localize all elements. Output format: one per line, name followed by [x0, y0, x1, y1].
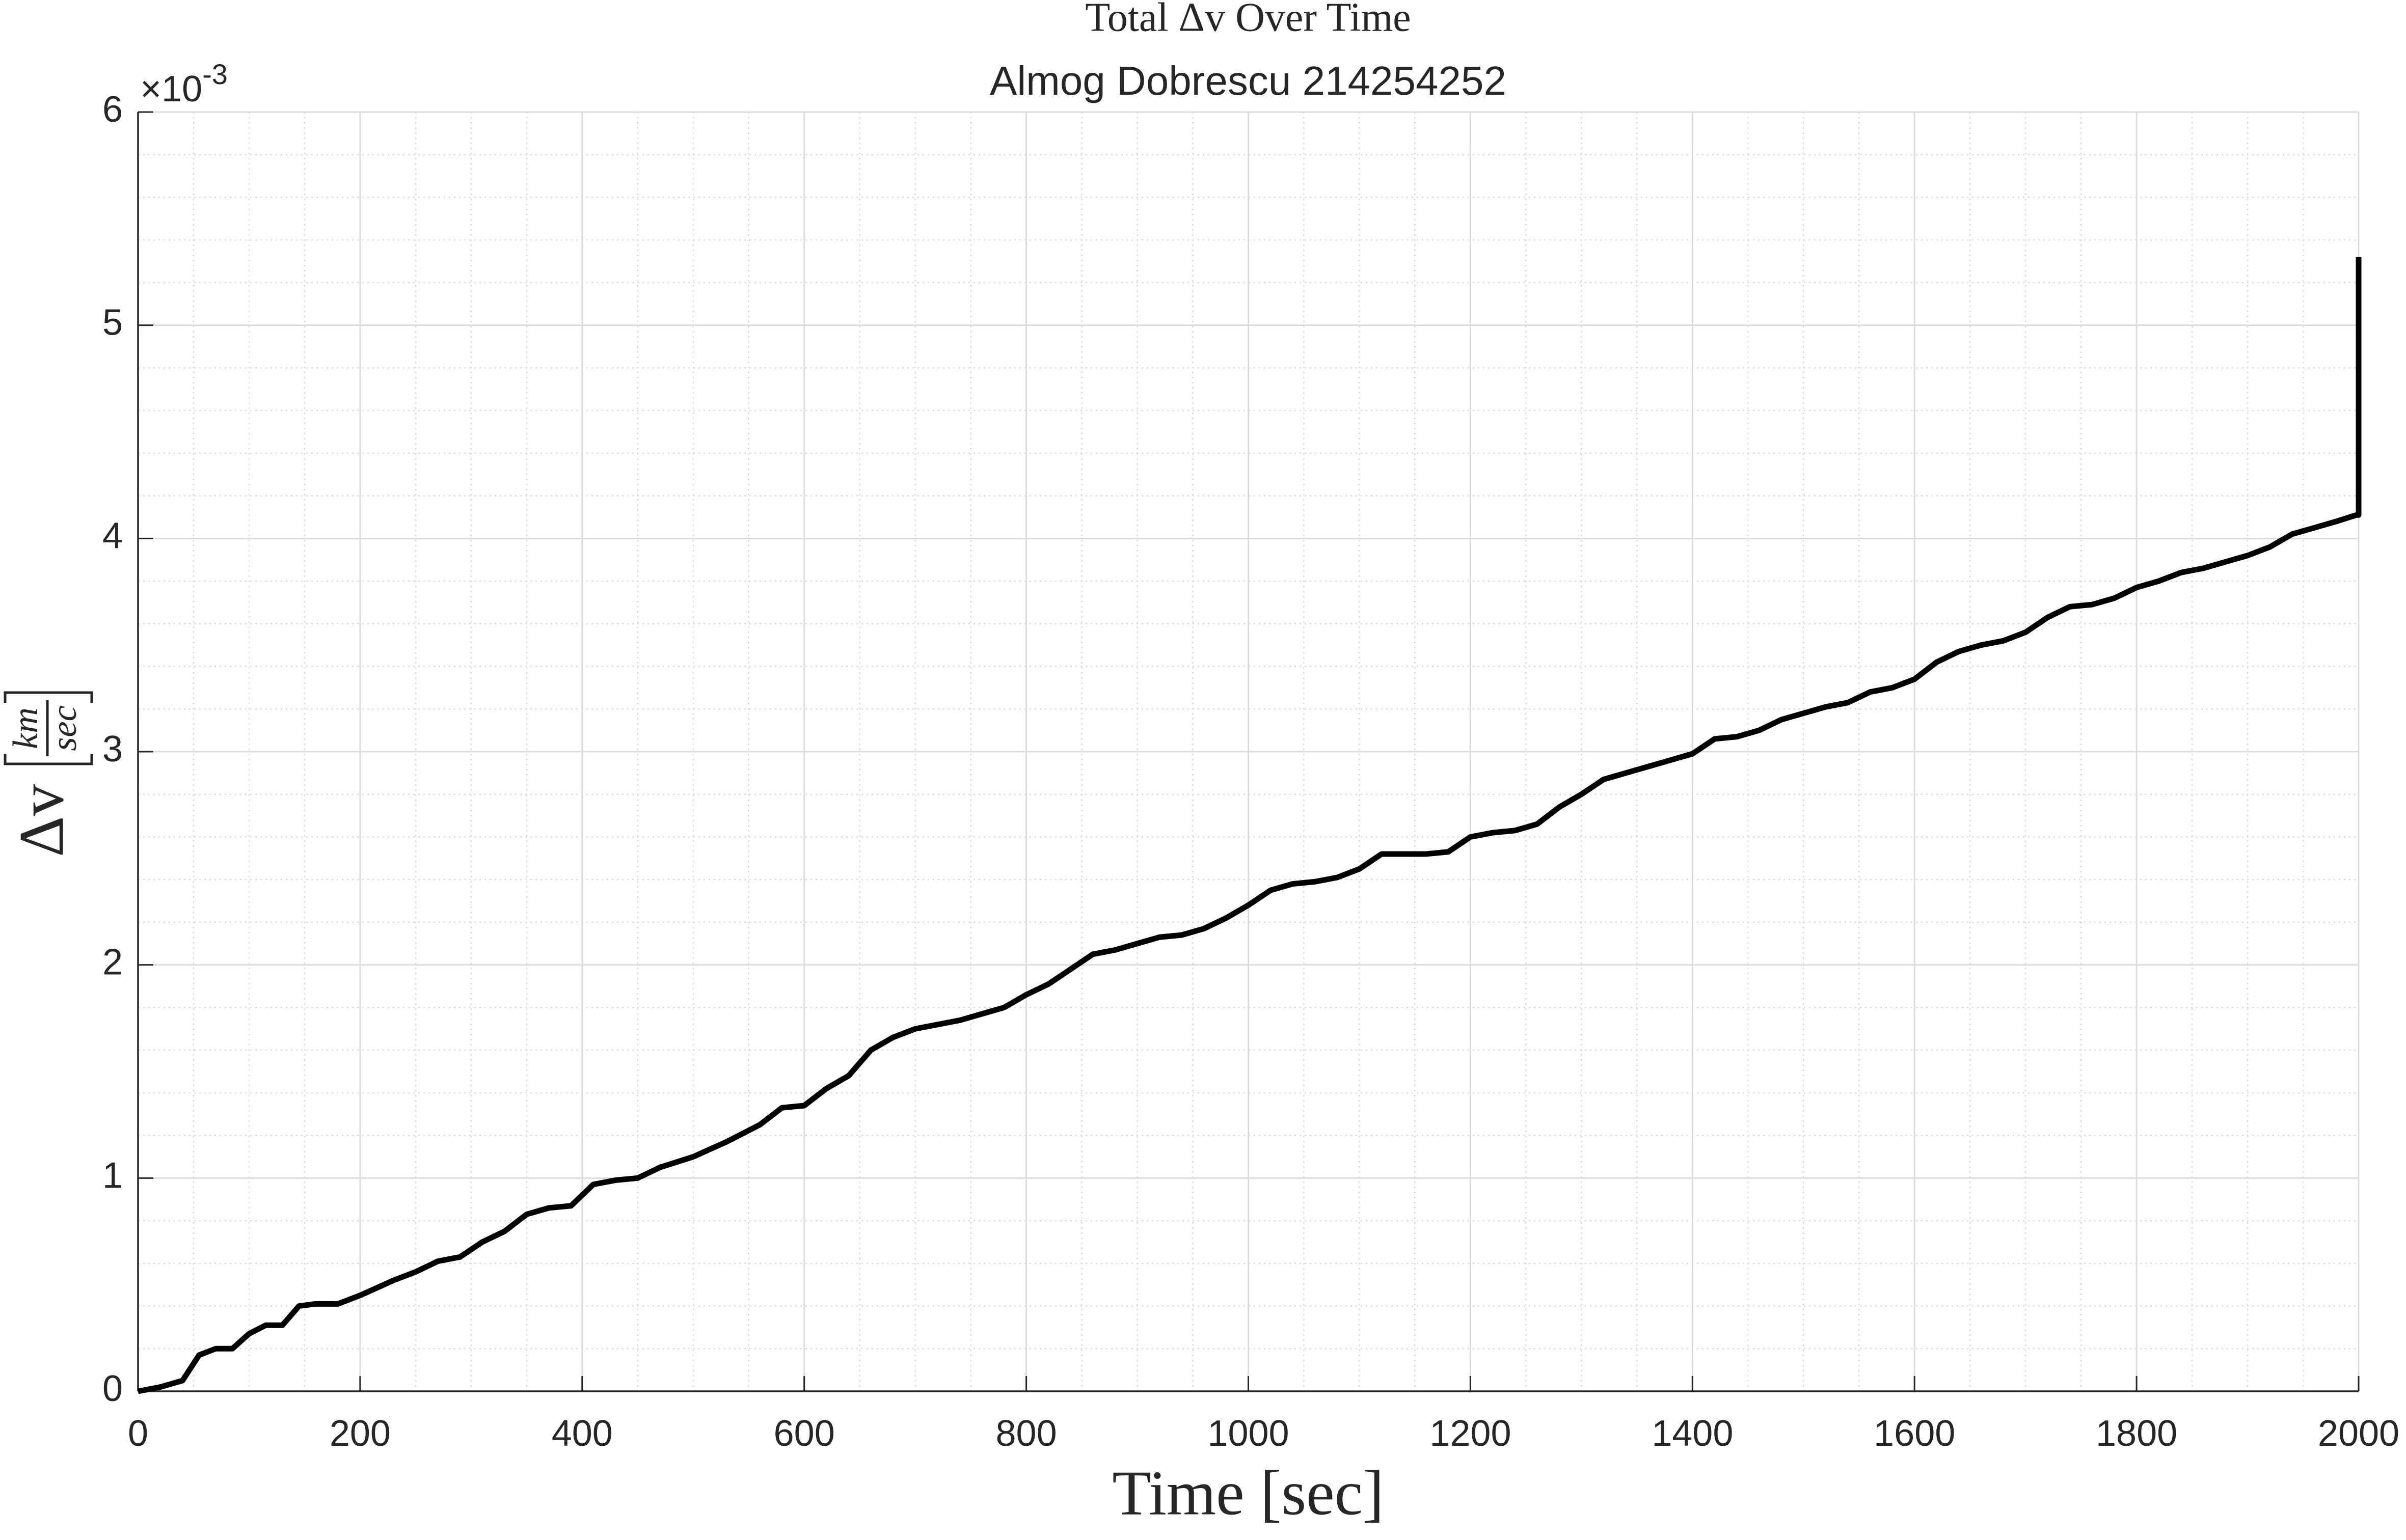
bracket-right [4, 691, 93, 703]
y-tick-label: 2 [102, 942, 123, 983]
x-tick-label: 600 [774, 1413, 835, 1454]
x-tick-label: 200 [330, 1413, 391, 1454]
y-multiplier-exponent: -3 [202, 58, 228, 90]
y-tick-label: 6 [102, 89, 123, 130]
data-line [137, 257, 2362, 1394]
x-tick-label: 800 [996, 1413, 1057, 1454]
x-tick-label: 1800 [2096, 1413, 2177, 1454]
chart-title: Total Δv Over Time [1085, 0, 1411, 40]
y-label-unit-denominator: sec [45, 705, 84, 751]
y-label-unit-numerator: km [6, 707, 45, 749]
y-label-symbol: Δv [7, 784, 77, 857]
x-tick-label: 1000 [1207, 1413, 1289, 1454]
y-tick-label: 4 [102, 515, 123, 556]
y-tick-label: 3 [102, 729, 123, 769]
x-axis-label: Time [sec] [1112, 1459, 1384, 1529]
x-tick-label: 0 [128, 1413, 148, 1454]
y-multiplier-base: ×10 [140, 69, 202, 109]
bracket-left [4, 754, 93, 765]
x-tick-label: 400 [552, 1413, 613, 1454]
y-axis-label: Δv km sec [4, 691, 93, 857]
y-tick-label: 1 [102, 1155, 123, 1196]
y-tick-label: 0 [102, 1368, 123, 1409]
y-tick-label: 5 [102, 302, 123, 343]
x-tick-label: 2000 [2318, 1413, 2399, 1454]
x-tick-label: 1200 [1429, 1413, 1511, 1454]
x-tick-label: 1600 [1874, 1413, 1955, 1454]
chart-subtitle: Almog Dobrescu 214254252 [990, 58, 1506, 103]
x-tick-label: 1400 [1652, 1413, 1733, 1454]
y-multiplier: ×10-3 [140, 58, 228, 109]
